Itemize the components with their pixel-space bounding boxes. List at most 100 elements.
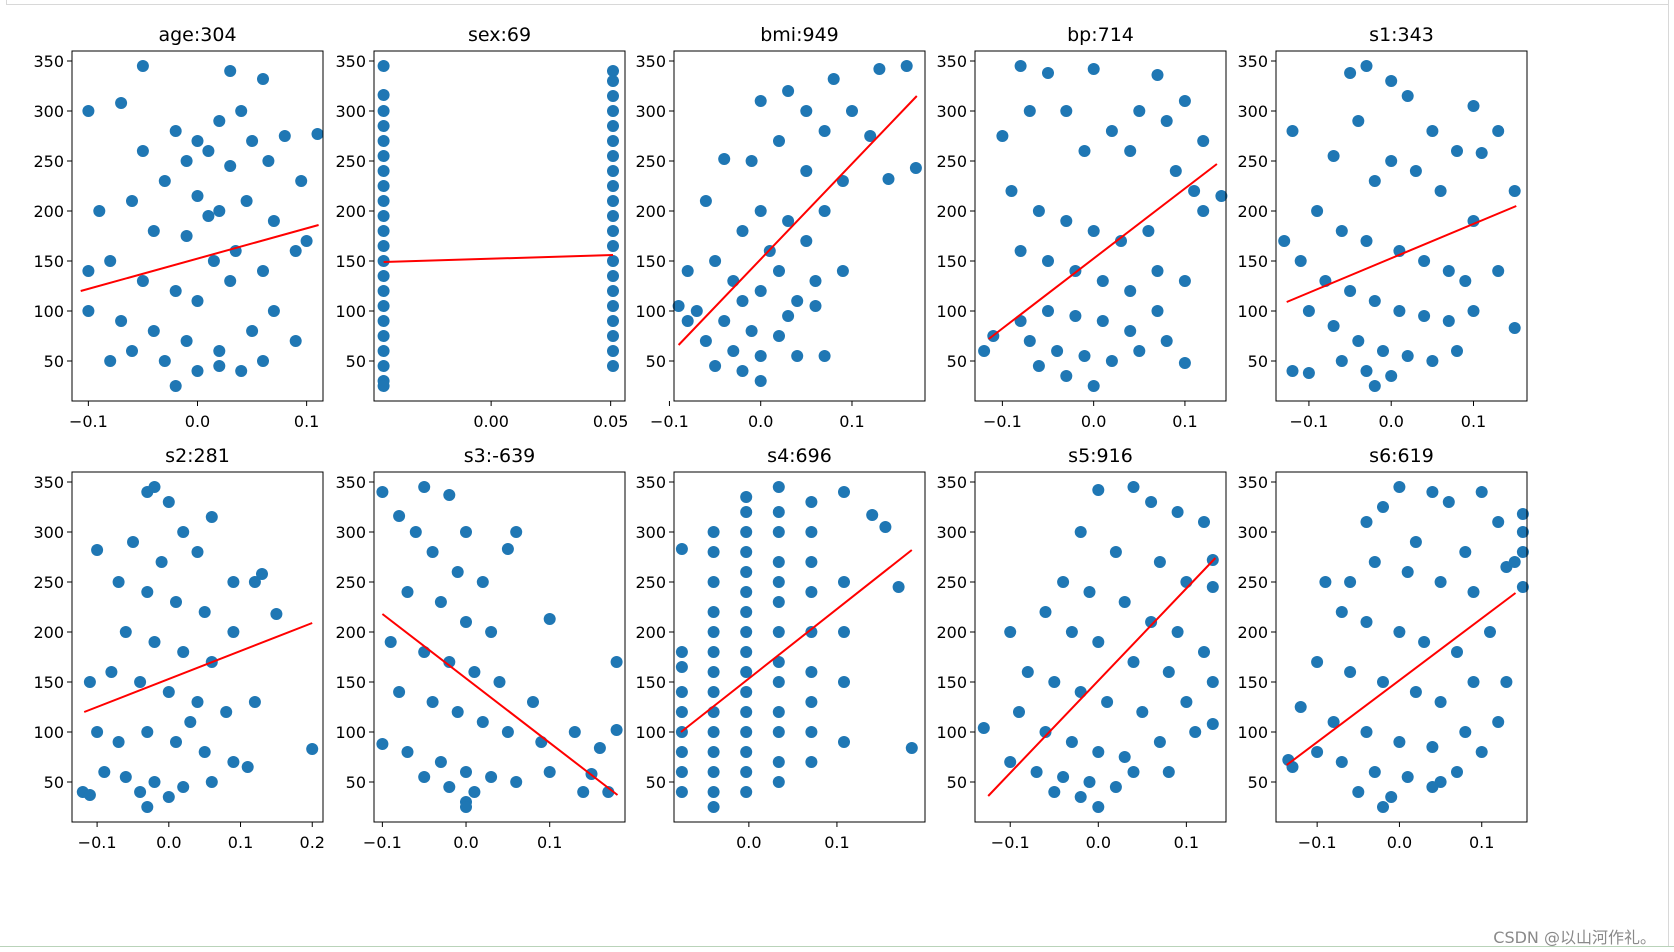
scatter-point xyxy=(311,128,324,140)
scatter-point xyxy=(119,626,132,638)
scatter-point xyxy=(577,786,590,798)
scatter-points xyxy=(376,481,623,813)
x-tick-label: 0.0 xyxy=(1387,833,1412,852)
axes-frame xyxy=(974,471,1227,823)
x-tick-label: 0.1 xyxy=(294,412,319,431)
scatter-point xyxy=(227,756,240,768)
scatter-point xyxy=(501,543,514,555)
scatter-point xyxy=(198,746,211,758)
scatter-point xyxy=(295,175,308,187)
scatter-point xyxy=(82,105,95,117)
scatter-point xyxy=(289,335,302,347)
y-tick-label: 200 xyxy=(635,623,666,642)
scatter-point xyxy=(800,235,813,247)
scatter-point xyxy=(879,521,892,533)
scatter-point xyxy=(805,586,818,598)
scatter-point xyxy=(127,536,139,548)
scatter-point xyxy=(1145,616,1158,628)
subplot-title: s1:343 xyxy=(1369,24,1434,46)
scatter-point xyxy=(690,305,703,317)
scatter-point xyxy=(1087,380,1100,392)
y-tick-label: 100 xyxy=(33,302,64,321)
y-tick-label: 100 xyxy=(635,723,666,742)
regression-line xyxy=(381,613,619,796)
scatter-point xyxy=(675,686,688,698)
scatter-point xyxy=(115,97,128,109)
scatter-point xyxy=(1352,335,1365,347)
csdn-watermark: CSDN @以山河作礼。 xyxy=(1493,928,1656,947)
scatter-point xyxy=(93,205,106,217)
scatter-point xyxy=(184,716,197,728)
scatter-point xyxy=(772,676,785,688)
scatter-point xyxy=(485,626,498,638)
scatter-point xyxy=(202,210,215,222)
scatter-point xyxy=(607,65,619,77)
x-tick-label: 0.1 xyxy=(824,833,849,852)
scatter-point xyxy=(1475,147,1488,159)
scatter-point xyxy=(1151,305,1164,317)
y-tick-label: 200 xyxy=(335,623,366,642)
scatter-point xyxy=(1401,90,1414,102)
scatter-point xyxy=(740,706,753,718)
y-tick-label: 300 xyxy=(635,523,666,542)
scatter-point xyxy=(740,746,753,758)
scatter-point xyxy=(1171,626,1184,638)
scatter-point xyxy=(1060,215,1073,227)
scatter-point xyxy=(82,265,95,277)
scatter-point xyxy=(1393,305,1406,317)
scatter-point xyxy=(377,60,390,72)
scatter-point xyxy=(838,486,850,498)
scatter-point xyxy=(1368,766,1381,778)
scatter-point xyxy=(257,265,269,277)
scatter-point xyxy=(607,135,619,147)
scatter-point xyxy=(1500,676,1513,688)
scatter-point xyxy=(827,73,840,85)
scatter-point xyxy=(213,345,226,357)
scatter-point xyxy=(1109,781,1122,793)
y-tick-label: 350 xyxy=(635,473,666,492)
scatter-point xyxy=(782,310,795,322)
scatter-point xyxy=(213,360,226,372)
scatter-point xyxy=(707,606,720,618)
scatter-point xyxy=(1335,606,1348,618)
scatter-point xyxy=(1335,355,1348,367)
scatter-point xyxy=(401,586,414,598)
scatter-point xyxy=(112,576,125,588)
scatter-point xyxy=(707,626,720,638)
subplot-age: age:304 50 100 150 200 250 300 350 −0.1 0.0 0.1 xyxy=(33,24,324,431)
scatter-point xyxy=(772,626,785,638)
scatter-point xyxy=(409,526,422,538)
scatter-point xyxy=(607,210,619,222)
scatter-point xyxy=(772,756,785,768)
scatter-point xyxy=(1311,205,1324,217)
scatter-point xyxy=(300,235,313,247)
scatter-point xyxy=(838,626,850,638)
scatter-point xyxy=(141,726,154,738)
y-tick-label: 300 xyxy=(33,102,64,121)
scatter-point xyxy=(1418,310,1431,322)
subplot-title: s2:281 xyxy=(165,445,230,467)
scatter-point xyxy=(119,771,132,783)
scatter-point xyxy=(1087,63,1100,75)
scatter-point xyxy=(1418,636,1431,648)
scatter-point xyxy=(141,801,154,813)
scatter-point xyxy=(1124,145,1137,157)
x-tick-label: 0.0 xyxy=(736,833,761,852)
scatter-point xyxy=(754,285,767,297)
scatter-point xyxy=(136,275,149,287)
y-tick-label: 150 xyxy=(936,673,967,692)
scatter-point xyxy=(1092,484,1105,496)
scatter-point xyxy=(535,736,548,748)
scatter-point xyxy=(235,105,248,117)
top-border xyxy=(6,0,1669,5)
y-tick-label: 100 xyxy=(335,302,366,321)
scatter-point xyxy=(1467,676,1480,688)
scatter-point xyxy=(1057,771,1070,783)
axes-frame xyxy=(673,50,926,402)
scatter-point xyxy=(772,596,785,608)
scatter-point xyxy=(707,746,720,758)
scatter-point xyxy=(1115,235,1127,247)
x-tick-label: 0.0 xyxy=(748,412,773,431)
scatter-point xyxy=(681,315,694,327)
scatter-point xyxy=(306,743,319,755)
